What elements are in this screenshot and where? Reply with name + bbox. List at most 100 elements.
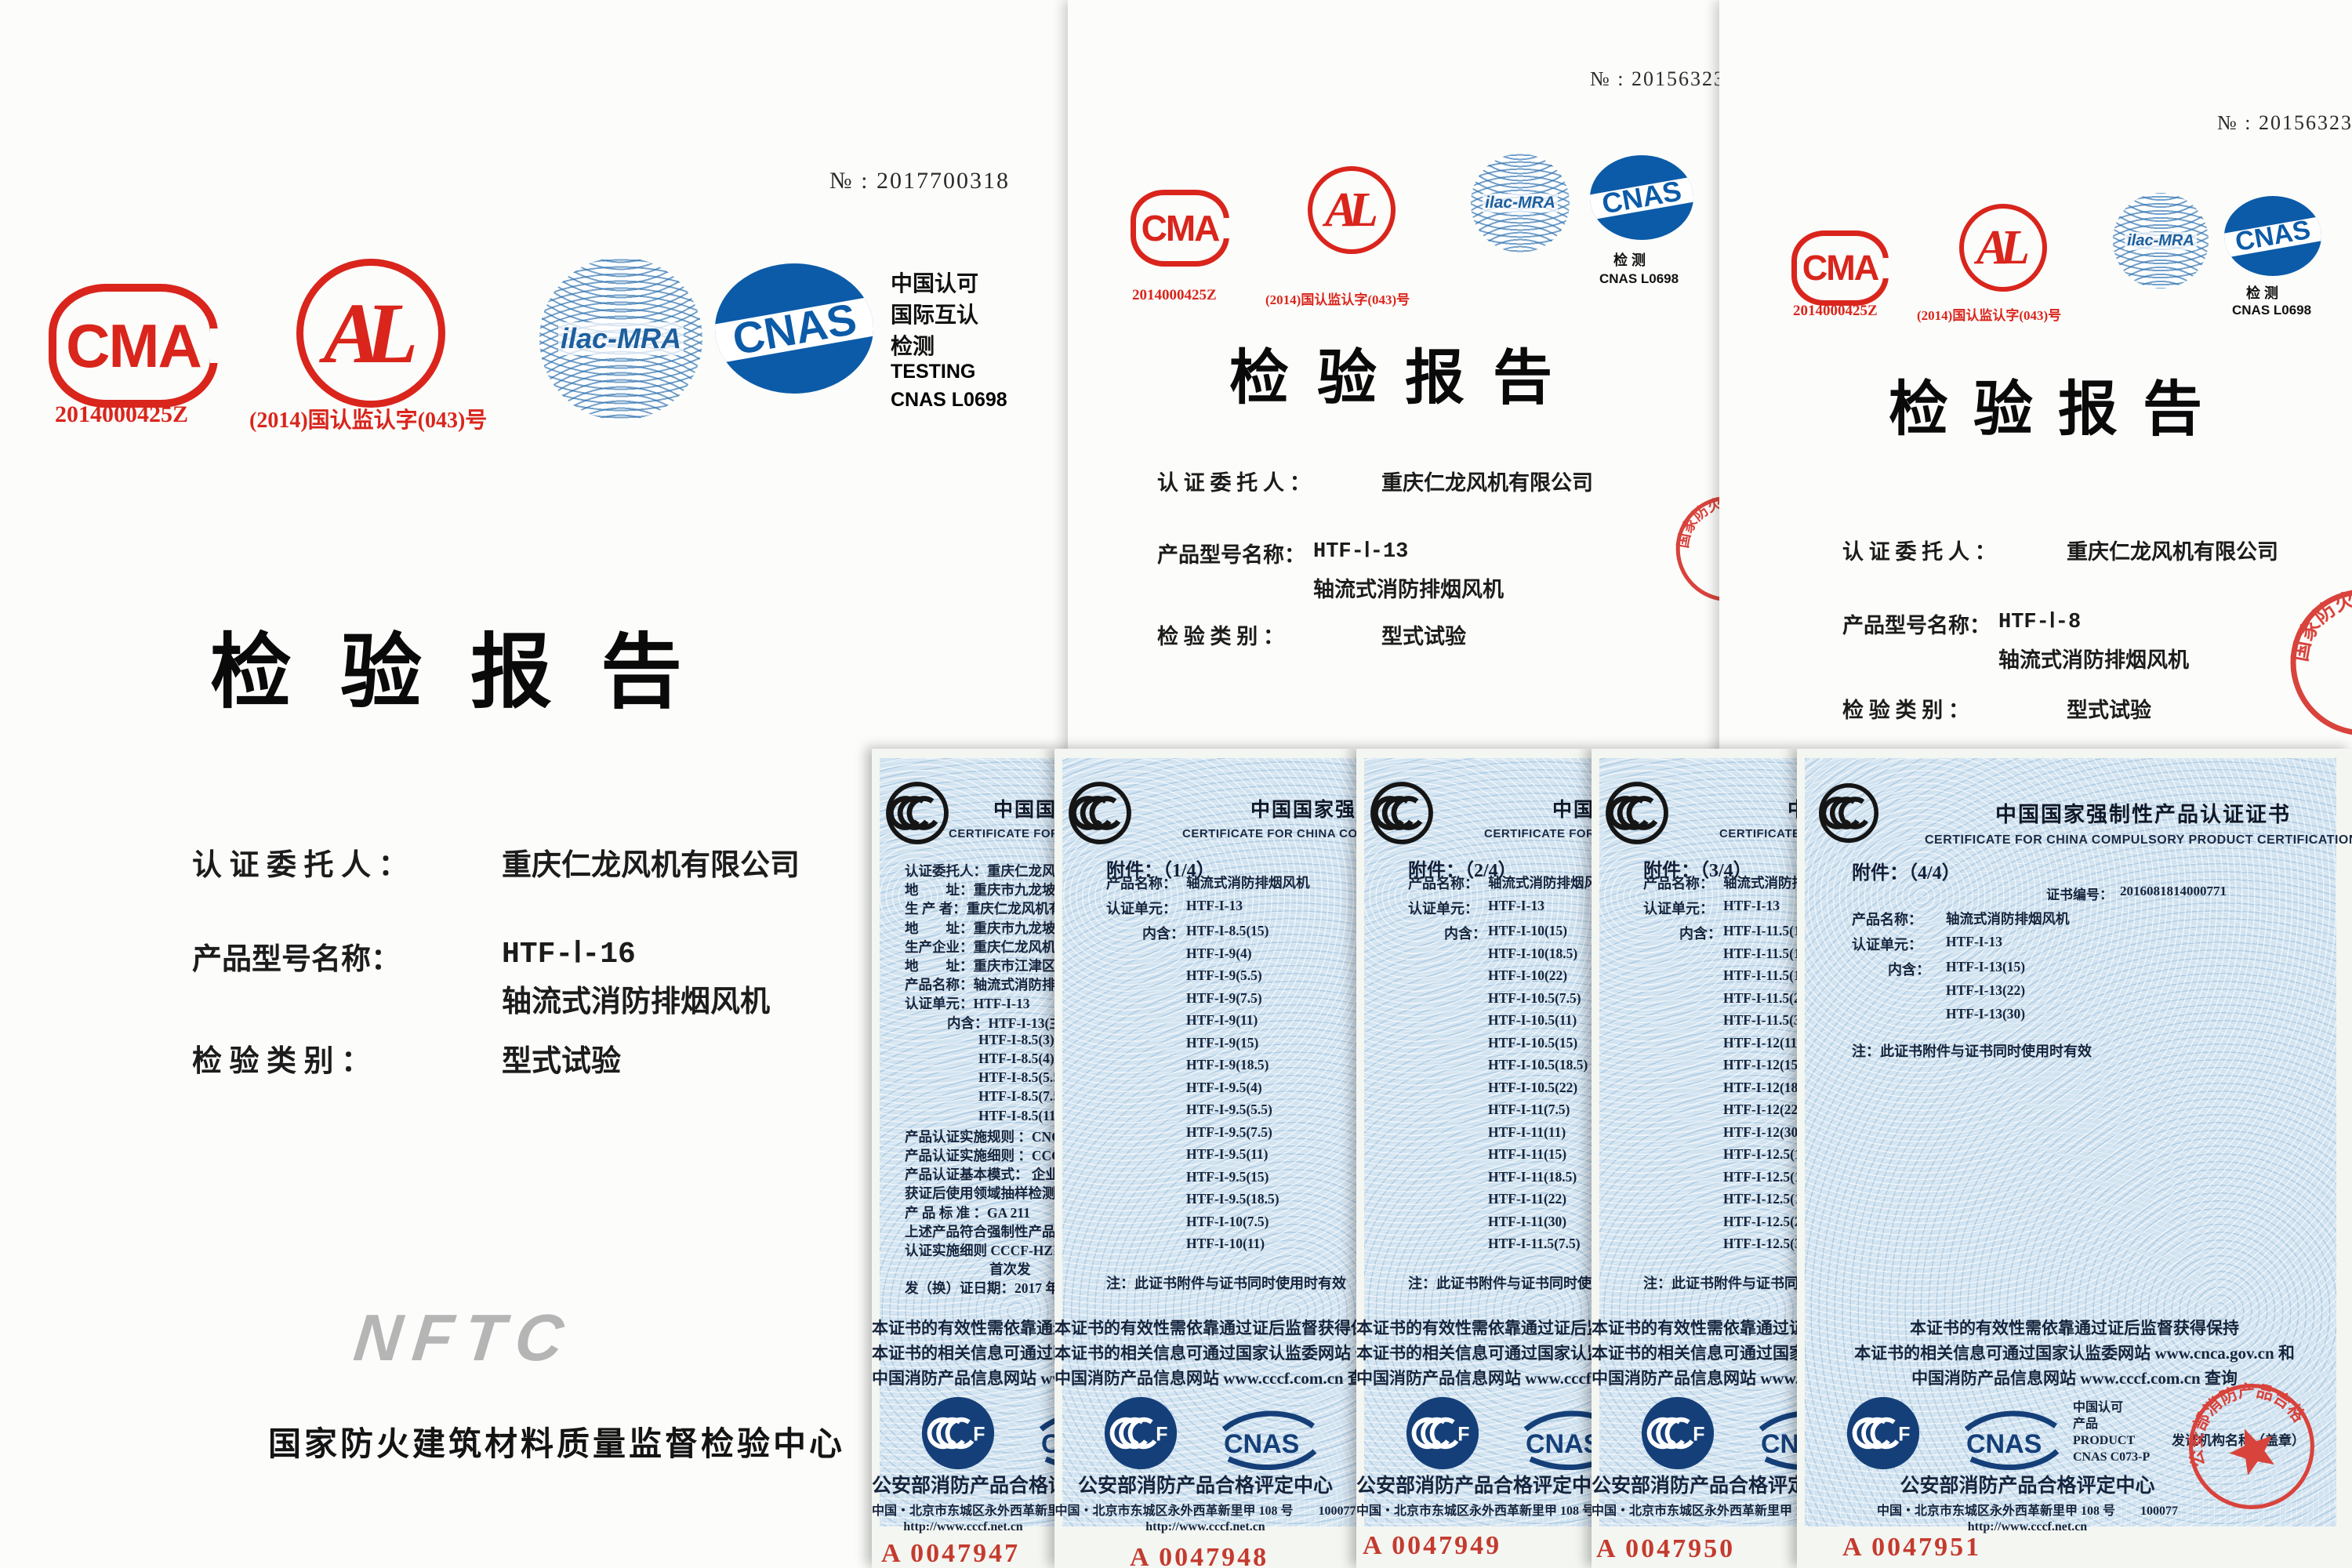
test-type-label: 检 验 类 别 ：	[192, 1045, 372, 1078]
certification-unit-label: 认证单元：	[1106, 901, 1177, 916]
al-accreditation-logo: AL	[1959, 204, 2047, 292]
certificate-note: 注：此证书附件与证书同时使用时有效	[1643, 1276, 1797, 1291]
cert-text-line: HTF-I-11.5(22)	[1723, 989, 1797, 1006]
cnas-footer-logo: CNAS	[1755, 1406, 1797, 1470]
cnas-logo: CNAS	[2224, 196, 2321, 276]
ilac-mra-text: ilac-MRA	[2125, 231, 2197, 250]
ccc-logo	[1817, 782, 1880, 844]
certificate-printed-area	[1805, 758, 2336, 1526]
svg-text:F: F	[1457, 1424, 1469, 1446]
certification-unit-label: 认证单元：	[1408, 901, 1479, 916]
cert-text-line: HTF-I-9.5(5.5)	[1186, 1102, 1272, 1117]
cert-text-line: 产 品 标 准 ：GA 211	[905, 1204, 1030, 1221]
svg-text:CNAS: CNAS	[1966, 1429, 2042, 1459]
product-name-label: 产品名称：	[1106, 876, 1177, 891]
cert-text-line: HTF-I-8.5(11)	[978, 1107, 1054, 1123]
cnas-logo-text: CNAS	[1599, 174, 1684, 220]
footer-cccf-site-line: 中国消防产品信息网站 www.cccf.com.cn 查询	[1592, 1369, 1797, 1388]
cert-text-line: HTF-I-11.5(11)	[1723, 923, 1797, 938]
footer-info-line: 本证书的相关信息可通过国家认监委网站 www.cnca.gov.cn 和	[1054, 1344, 1356, 1363]
footer-cccf-site-line: 中国消防产品信息网站 www.cccf.com.cn 查询	[1911, 1369, 2238, 1388]
nftc-logo: NFTC	[350, 1301, 578, 1374]
cert-text-line: 认证单元：HTF-I-13	[905, 996, 1030, 1012]
report-title: 检验报告	[210, 628, 731, 718]
cert-text-line: HTF-I-11.5(15)	[1723, 945, 1797, 961]
ccc-certificate-attachment-3: 中国国家强制性产品认证证书 CERTIFICATE FOR CHINA COMP…	[1592, 749, 1797, 1568]
certificate-title-cn: 中国国家强制性产品认证证书	[1552, 800, 1592, 821]
cert-text-line: HTF-I-8.5(7.5)	[978, 1088, 1054, 1105]
certification-unit-value: HTF-I-13	[1186, 898, 1243, 913]
cert-text-line: HTF-I-9(15)	[1186, 1034, 1259, 1051]
cert-text-line: HTF-I-9.5(11)	[1186, 1146, 1269, 1162]
cnas-testing-label: 检 测	[2246, 285, 2279, 301]
certification-unit-value: HTF-I-13	[1946, 934, 2002, 949]
cert-text-line: HTF-I-12(15)	[1723, 1057, 1797, 1073]
cert-text-line: 认证委托人：重庆仁龙风机有限公司	[905, 863, 1054, 879]
cert-text-line: HTF-I-9(4)	[1186, 945, 1252, 961]
inspection-report-htf-8: № : 201563232 CMA 2014000425Z AL (2014)国…	[1719, 0, 2352, 800]
applicant-label: 认 证 委 托 人 ：	[192, 849, 408, 882]
cert-text-line: HTF-I-11(7.5)	[1488, 1102, 1570, 1117]
certificate-title-en: CERTIFICATE FOR CHINA COMPULSORY PRODUCT…	[1719, 827, 1797, 840]
cert-text-line: 产品名称：轴流式消防排烟风机	[905, 977, 1054, 993]
al-code: (2014)国认监认字(043)号	[1265, 292, 1410, 307]
org-address: 中国・北京市东城区永外西革新里甲 108 号 100077	[1054, 1504, 1356, 1518]
model-description: 轴流式消防排烟风机	[502, 985, 771, 1018]
cma-logo-text: CMA	[66, 310, 202, 380]
ccc-certificate-attachment-2: 中国国家强制性产品认证证书 CERTIFICATE FOR CHINA COMP…	[1356, 749, 1592, 1568]
certificate-serial-number: A 0047951	[1842, 1533, 1982, 1562]
cccf-logo: F	[1405, 1396, 1480, 1471]
certification-unit-value: HTF-I-13	[1723, 898, 1780, 913]
cert-text-line: HTF-I-11(18.5)	[1488, 1168, 1577, 1185]
accreditation-line: PRODUCT	[2073, 1434, 2136, 1447]
cert-text-line: 内含：HTF-I-13(主型)	[947, 1014, 1054, 1031]
cert-text-line: HTF-I-10.5(7.5)	[1488, 989, 1581, 1006]
cert-text-line: HTF-I-10(15)	[1488, 923, 1568, 938]
model-label: 产品型号名称：	[192, 943, 401, 976]
cnas-footer-logo: CNAS	[1035, 1406, 1054, 1470]
cert-text-line: HTF-I-11.5(18.5)	[1723, 967, 1797, 983]
cert-text-line: HTF-I-12(11)	[1723, 1034, 1797, 1051]
ilac-mra-logo: ilac-MRA	[539, 257, 702, 420]
certificate-printed-area	[1062, 758, 1356, 1526]
svg-text:CNAS: CNAS	[1526, 1429, 1592, 1459]
svg-text:F: F	[973, 1424, 985, 1446]
cert-text-line: HTF-I-9(5.5)	[1186, 967, 1262, 983]
svg-text:F: F	[1156, 1424, 1167, 1446]
cnas-logo-text: CNAS	[728, 293, 860, 364]
includes-label: 内含：	[1679, 926, 1722, 942]
report-number: № : 201563231	[1590, 67, 1738, 90]
cma-logo: CMA	[1131, 190, 1232, 267]
footer-validity-line: 本证书的有效性需依靠通过证后监督获得保持	[1356, 1319, 1592, 1338]
stamp-star	[2229, 1428, 2274, 1475]
svg-text:F: F	[1898, 1424, 1910, 1446]
cert-text-line: HTF-I-9.5(4)	[1186, 1079, 1262, 1095]
accreditation-text-line: 中国认可	[891, 272, 979, 296]
footer-info-line: 本证书的相关信息可通过国家认监委网站 www.cnca.gov.cn 和	[1356, 1344, 1592, 1363]
cccf-logo: F	[920, 1396, 996, 1471]
cert-text-line: 首次发	[989, 1261, 1031, 1278]
ccc-logo	[1067, 780, 1133, 846]
cert-text-line: HTF-I-13(30)	[1946, 1006, 2026, 1022]
cert-text-line: 发（换）证日期：2017 年 07 月	[905, 1280, 1054, 1297]
certificate-serial-number: A 0047947	[881, 1539, 1021, 1568]
accreditation-line: 产品	[2073, 1417, 2099, 1431]
attachment-label: 附件：（3/4）	[1643, 861, 1752, 881]
certificate-title-cn: 中国国家强制性产品认证证书	[1788, 794, 1797, 822]
issuing-org-name: 公安部消防产品合格评定中心	[1900, 1475, 2155, 1497]
cert-text-line: HTF-I-12.5(18.5)	[1723, 1191, 1797, 1207]
org-address: 中国・北京市东城区永外西革新里甲 108 号 100077	[1876, 1504, 2178, 1518]
cert-text-line: 产品认证基本模式： 企业质量	[905, 1167, 1054, 1183]
cert-text-line: 产品认证实施规则 ：CNCA-C1	[905, 1128, 1054, 1145]
cert-text-line: 获证后使用领域抽样检测或者	[905, 1185, 1054, 1202]
footer-info-line: 本证书的相关信息可通过国家认监委网站 www.cnca.gov.cn 和	[872, 1344, 1054, 1363]
ccc-certificate-attachment-4: 中国国家强制性产品认证证书 CERTIFICATE FOR CHINA COMP…	[1797, 749, 2352, 1568]
footer-cccf-site-line: 中国消防产品信息网站 www.cccf.com.cn 查询	[872, 1369, 1054, 1388]
ilac-mra-text: ilac-MRA	[557, 322, 684, 355]
ccc-certificate-main: 中国国家强制性产品认证证书 CERTIFICATE FOR CHINA COMP…	[872, 749, 1054, 1568]
cert-text-line: HTF-I-10.5(22)	[1488, 1079, 1578, 1095]
cert-text-line: HTF-I-8.5(5.5)	[978, 1069, 1054, 1086]
cnas-number: CNAS L0698	[1599, 271, 1679, 286]
certificate-title-en: CERTIFICATE FOR CHINA COMPULSORY PRODUCT…	[1182, 827, 1356, 840]
